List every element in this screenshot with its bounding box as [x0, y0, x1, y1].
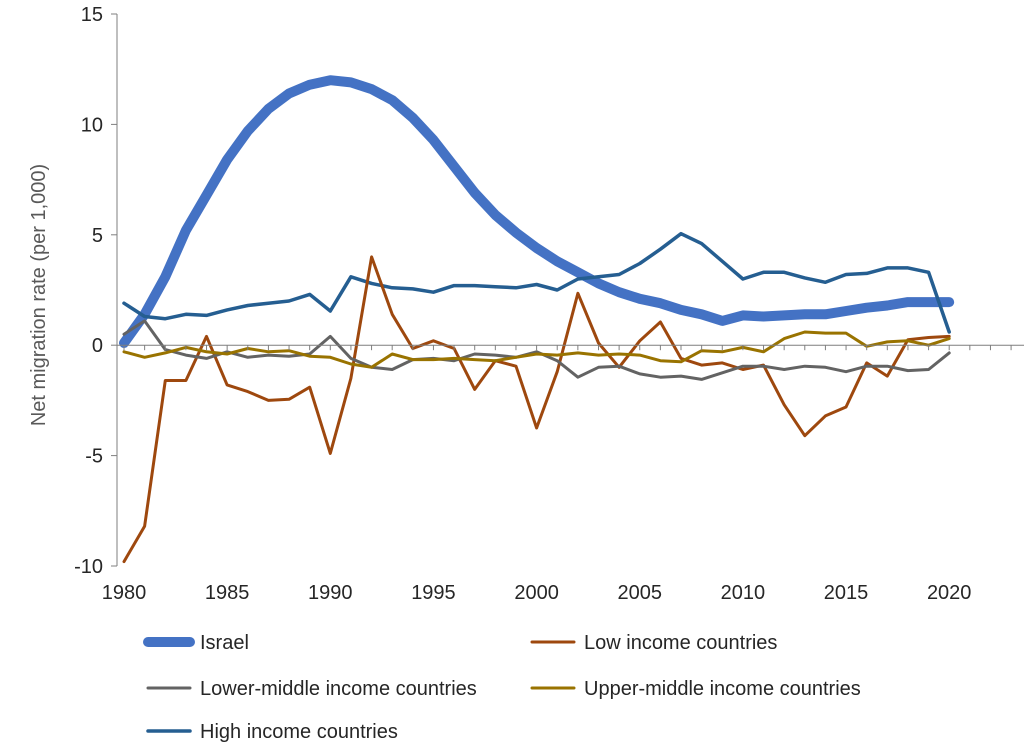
x-tick-label: 2015 [824, 582, 869, 604]
legend-label: High income countries [200, 721, 398, 743]
legend-item: Low income countries [530, 632, 777, 654]
legend-label: Israel [200, 632, 249, 654]
legend: Israel Low income countries Lower-middle i… [143, 632, 861, 743]
x-tick-label: 2020 [927, 582, 972, 604]
y-tick-label: 15 [81, 4, 103, 26]
ticks-layer: 15 10 5 0 -5 -10 1980 1985 1990 1995 2000 2005 2010 2… [74, 4, 1012, 604]
x-tick-label: 2005 [618, 582, 663, 604]
x-tick-label: 1985 [205, 582, 250, 604]
y-axis-title: Net migration rate (per 1,000) [28, 164, 50, 426]
x-tick-label: 1990 [308, 582, 353, 604]
legend-label: Low income countries [584, 632, 777, 654]
series-line-1 [122, 255, 951, 564]
axes-layer [116, 14, 1024, 566]
series-line-2 [122, 319, 951, 381]
series-layer [119, 75, 955, 564]
x-tick-label: 2000 [514, 582, 559, 604]
y-tick-label: 10 [81, 114, 103, 136]
legend-item: Israel [143, 632, 249, 654]
x-tick-label: 1995 [411, 582, 456, 604]
legend-item: Upper-middle income countries [530, 678, 861, 700]
series-line-0 [119, 75, 955, 348]
y-tick-label: -10 [74, 556, 103, 578]
y-tick-label: -5 [85, 446, 103, 468]
plot-area [119, 75, 955, 564]
legend-item: High income countries [146, 721, 398, 743]
y-tick-label: 5 [92, 225, 103, 247]
x-tick-label: 1980 [102, 582, 147, 604]
legend-label: Upper-middle income countries [584, 678, 861, 700]
legend-item: Lower-middle income countries [146, 678, 477, 700]
y-tick-label: 0 [92, 335, 103, 357]
x-tick-label: 2010 [721, 582, 766, 604]
series-line-3 [122, 330, 951, 369]
legend-label: Lower-middle income countries [200, 678, 477, 700]
series-line-4 [122, 231, 951, 334]
